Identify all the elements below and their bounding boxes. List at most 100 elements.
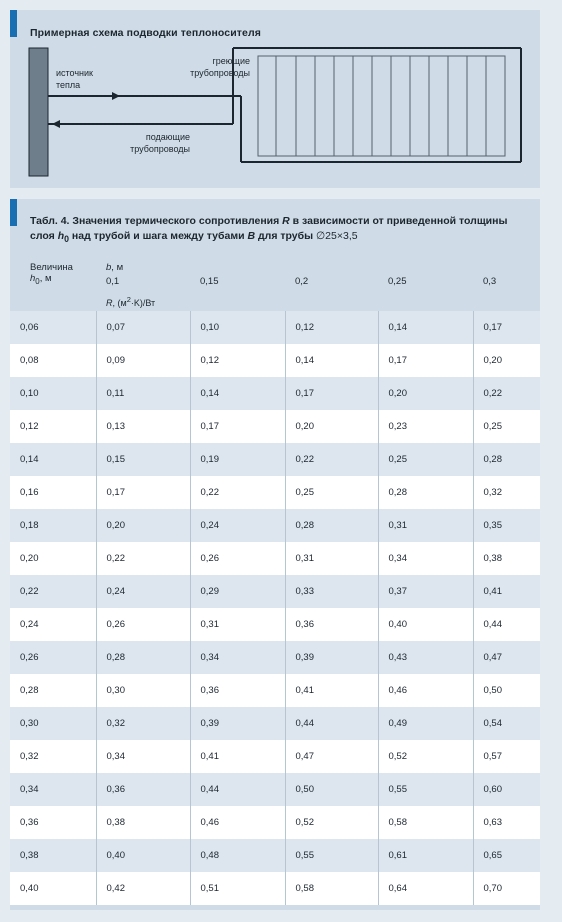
- h0-cell: 0,38: [10, 839, 96, 872]
- resistance-cell: 0,20: [95, 509, 190, 542]
- table-row: 0,08 0,09 0,12 0,14 0,17 0,20: [10, 344, 540, 377]
- resistance-cell: 0,40: [377, 608, 473, 641]
- resistance-cell: 0,36: [284, 608, 378, 641]
- resistance-cell: 0,32: [95, 707, 190, 740]
- accent-bar: [10, 199, 17, 226]
- resistance-cell: 0,22: [95, 542, 190, 575]
- resistance-cell: 0,47: [284, 740, 378, 773]
- accent-bar: [10, 10, 17, 37]
- resistance-cell: 0,58: [284, 872, 378, 905]
- resistance-cell: 0,48: [189, 839, 285, 872]
- resistance-cell: 0,52: [284, 806, 378, 839]
- resistance-cell: 0,28: [95, 641, 190, 674]
- table-row: 0,26 0,28 0,34 0,39 0,43 0,47: [10, 641, 540, 674]
- table-caption: Табл. 4. Значения термического сопротивл…: [30, 215, 508, 245]
- resistance-cell: 0,07: [95, 311, 190, 344]
- resistance-cell: 0,61: [377, 839, 473, 872]
- resistance-cell: 0,14: [189, 377, 285, 410]
- resistance-cell: 0,46: [377, 674, 473, 707]
- resistance-cell: 0,28: [284, 509, 378, 542]
- header-step-2: 0,2: [295, 276, 309, 287]
- header-step-1: 0,15: [200, 276, 219, 287]
- resistance-cell: 0,54: [472, 707, 540, 740]
- resistance-cell: 0,43: [377, 641, 473, 674]
- resistance-cell: 0,47: [472, 641, 540, 674]
- resistance-cell: 0,30: [95, 674, 190, 707]
- resistance-cell: 0,26: [95, 608, 190, 641]
- resistance-cell: 0,44: [284, 707, 378, 740]
- resistance-cell: 0,20: [472, 344, 540, 377]
- resistance-cell: 0,41: [472, 575, 540, 608]
- table-row: 0,34 0,36 0,44 0,50 0,55 0,60: [10, 773, 540, 806]
- resistance-cell: 0,24: [95, 575, 190, 608]
- resistance-cell: 0,34: [95, 740, 190, 773]
- h0-cell: 0,24: [10, 608, 96, 641]
- heating-label-line2: трубопроводы: [190, 68, 250, 78]
- supply-label-line1: подающие: [146, 132, 190, 142]
- resistance-cell: 0,36: [95, 773, 190, 806]
- resistance-cell: 0,38: [95, 806, 190, 839]
- header-b-label: b, м: [106, 262, 124, 273]
- table-row: 0,30 0,32 0,39 0,44 0,49 0,54: [10, 707, 540, 740]
- resistance-cell: 0,28: [377, 476, 473, 509]
- header-step-4: 0,3: [483, 276, 497, 287]
- resistance-cell: 0,38: [472, 542, 540, 575]
- h0-cell: 0,34: [10, 773, 96, 806]
- table-row: 0,14 0,15 0,19 0,22 0,25 0,28: [10, 443, 540, 476]
- resistance-cell: 0,42: [95, 872, 190, 905]
- resistance-cell: 0,64: [377, 872, 473, 905]
- resistance-cell: 0,09: [95, 344, 190, 377]
- diagram-panel: Примерная схема подводки теплоносителя: [10, 10, 540, 188]
- resistance-cell: 0,31: [284, 542, 378, 575]
- resistance-cell: 0,20: [377, 377, 473, 410]
- resistance-cell: 0,32: [472, 476, 540, 509]
- resistance-cell: 0,20: [284, 410, 378, 443]
- table-row: 0,22 0,24 0,29 0,33 0,37 0,41: [10, 575, 540, 608]
- h0-cell: 0,06: [10, 311, 96, 344]
- h0-cell: 0,40: [10, 872, 96, 905]
- h0-cell: 0,20: [10, 542, 96, 575]
- h0-cell: 0,32: [10, 740, 96, 773]
- resistance-cell: 0,19: [189, 443, 285, 476]
- resistance-cell: 0,12: [189, 344, 285, 377]
- resistance-cell: 0,11: [95, 377, 190, 410]
- resistance-cell: 0,39: [189, 707, 285, 740]
- resistance-cell: 0,13: [95, 410, 190, 443]
- resistance-cell: 0,44: [472, 608, 540, 641]
- resistance-cell: 0,17: [284, 377, 378, 410]
- resistance-cell: 0,50: [472, 674, 540, 707]
- resistance-cell: 0,41: [284, 674, 378, 707]
- resistance-cell: 0,58: [377, 806, 473, 839]
- resistance-cell: 0,34: [189, 641, 285, 674]
- heating-coils-grid: [257, 55, 506, 157]
- resistance-cell: 0,22: [284, 443, 378, 476]
- resistance-cell: 0,22: [189, 476, 285, 509]
- resistance-cell: 0,31: [377, 509, 473, 542]
- resistance-cell: 0,28: [472, 443, 540, 476]
- resistance-cell: 0,14: [284, 344, 378, 377]
- resistance-cell: 0,46: [189, 806, 285, 839]
- table-row: 0,32 0,34 0,41 0,47 0,52 0,57: [10, 740, 540, 773]
- resistance-cell: 0,12: [284, 311, 378, 344]
- heat-source-block: [28, 47, 49, 177]
- table-row: 0,40 0,42 0,51 0,58 0,64 0,70: [10, 872, 540, 905]
- resistance-cell: 0,22: [472, 377, 540, 410]
- resistance-cell: 0,39: [284, 641, 378, 674]
- resistance-cell: 0,33: [284, 575, 378, 608]
- heating-label-line1: греющие: [213, 56, 250, 66]
- resistance-cell: 0,25: [472, 410, 540, 443]
- resistance-cell: 0,26: [189, 542, 285, 575]
- table-row: 0,38 0,40 0,48 0,55 0,61 0,65: [10, 839, 540, 872]
- resistance-cell: 0,60: [472, 773, 540, 806]
- h0-cell: 0,12: [10, 410, 96, 443]
- table-row: 0,12 0,13 0,17 0,20 0,23 0,25: [10, 410, 540, 443]
- resistance-cell: 0,17: [95, 476, 190, 509]
- resistance-cell: 0,50: [284, 773, 378, 806]
- resistance-cell: 0,14: [377, 311, 473, 344]
- resistance-cell: 0,41: [189, 740, 285, 773]
- resistance-cell: 0,36: [189, 674, 285, 707]
- h0-cell: 0,16: [10, 476, 96, 509]
- h0-cell: 0,36: [10, 806, 96, 839]
- header-step-3: 0,25: [388, 276, 407, 287]
- heating-scheme-diagram: источник тепла греющие трубопроводы пода…: [28, 47, 522, 177]
